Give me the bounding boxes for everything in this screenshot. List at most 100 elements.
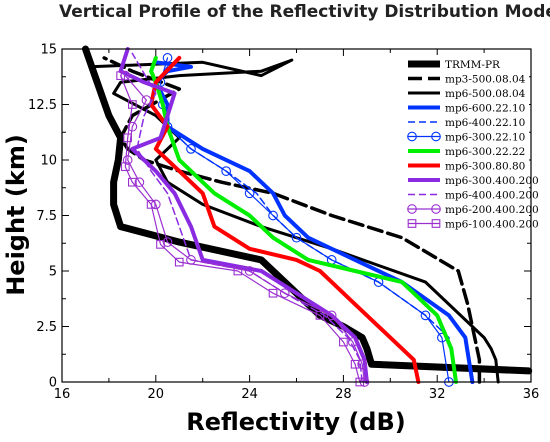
data-point <box>233 266 243 276</box>
data-point <box>156 240 165 249</box>
data-point <box>162 237 173 247</box>
legend-entry-mp6-300-22-22: mp6-300.22.22 <box>408 146 525 158</box>
series-line-mp6-400-400-200 <box>131 52 363 383</box>
legend-entry-mp6-500-08-04: mp6-500.08.04 <box>408 88 526 100</box>
legend-entry-mp6-300-80-80: mp6-300.80.80 <box>408 160 525 172</box>
series-mp6-400-22-10 <box>155 66 457 383</box>
data-point <box>315 311 325 320</box>
x-tick-label: 28 <box>335 387 352 402</box>
legend-marker <box>431 204 441 214</box>
series-trmm-pr <box>82 45 533 375</box>
legend-entry-mp6-300-22-10: mp6-300.22.10 <box>407 131 525 143</box>
series-mp6-100-400-200 <box>116 71 365 387</box>
data-point <box>347 337 358 347</box>
series-mp6-300-80-80 <box>149 55 421 384</box>
data-point <box>350 359 360 369</box>
data-point <box>162 53 173 63</box>
y-tick-label: 15 <box>40 43 57 58</box>
legend-box <box>405 55 529 237</box>
legend-entry-mp6-400-400-200: mp6-400.400.200 <box>408 189 539 201</box>
series-line-mp6-300-400-200 <box>118 47 369 384</box>
legend-label: mp6-600.22.10 <box>445 102 525 114</box>
x-tick-label: 20 <box>148 387 165 402</box>
legend-label: mp6-300.80.80 <box>445 160 525 172</box>
series-layer <box>82 45 533 387</box>
data-point <box>134 177 145 188</box>
legend: TRMM-PR mp3-500.08.04 mp6-500.08.04 mp6-600… <box>405 55 539 237</box>
data-point <box>120 162 130 172</box>
legend-entry-mp6-300-400-200: mp6-300.400.200 <box>408 175 539 187</box>
legend-entry-mp6-100-400-200: mp6-100.400.200 <box>407 218 539 230</box>
y-tick-label: 2.5 <box>36 320 57 335</box>
data-point <box>146 200 156 209</box>
data-point <box>174 257 184 267</box>
legend-label: mp6-300.22.22 <box>445 146 525 158</box>
tick-layer: 16 20 24 28 32 36 0 2.5 5 7.5 10 12.5 15 <box>28 43 539 403</box>
x-tick-label: 32 <box>429 387 446 402</box>
legend-entry-mp6-200-400-200: mp6-200.400.200 <box>407 204 539 216</box>
legend-marker <box>407 204 417 214</box>
chart-title: Vertical Profile of the Reflectivity Dis… <box>59 2 550 22</box>
series-line-mp3-500-08-04 <box>102 56 482 384</box>
legend-marker <box>407 131 417 142</box>
legend-entry-mp6-600-22-10: mp6-600.22.10 <box>408 102 525 114</box>
series-mp6-200-400-200 <box>120 70 370 387</box>
legend-entry-mp6-400-22-10: mp6-400.22.10 <box>408 117 525 129</box>
legend-marker <box>407 219 417 228</box>
legend-entry-trmm-pr: TRMM-PR <box>408 59 501 71</box>
x-axis-title: Reflectivity (dB) <box>186 408 406 436</box>
series-mp6-300-22-22 <box>149 55 458 384</box>
data-point <box>123 133 133 143</box>
series-mp3-500-08-04 <box>102 56 482 384</box>
data-point <box>420 310 431 321</box>
legend-label: mp3-500.08.04 <box>445 73 526 85</box>
data-point <box>128 177 137 187</box>
series-mp6-300-400-200 <box>118 47 369 384</box>
series-line-mp6-100-400-200 <box>119 74 361 383</box>
y-axis-title: Height (km) <box>2 134 30 296</box>
legend-label: mp6-500.08.04 <box>445 88 526 100</box>
x-tick-label: 24 <box>241 387 258 402</box>
legend-label: mp6-300.400.200 <box>445 175 539 187</box>
data-point <box>279 288 290 299</box>
data-point <box>326 310 337 321</box>
data-point <box>268 288 278 298</box>
y-tick-label: 7.5 <box>36 209 57 224</box>
legend-label: mp6-200.400.200 <box>445 204 539 216</box>
data-point <box>268 210 278 221</box>
y-tick-label: 0 <box>49 376 57 391</box>
series-mp6-400-400-200 <box>131 52 363 383</box>
data-point <box>128 100 137 109</box>
series-line-mp6-400-22-10 <box>155 66 457 383</box>
series-mp6-500-08-04 <box>88 58 500 384</box>
data-point <box>339 337 348 347</box>
legend-entry-mp3-500-08-04: mp3-500.08.04 <box>408 73 526 85</box>
y-tick-label: 12.5 <box>28 98 57 113</box>
data-point <box>221 166 231 176</box>
legend-marker <box>431 131 441 142</box>
series-line-mp6-300-22-22 <box>149 55 458 384</box>
legend-label: mp6-400.400.200 <box>445 189 539 201</box>
x-tick-label: 36 <box>523 387 540 402</box>
data-point <box>127 121 138 132</box>
legend-label: mp6-300.22.10 <box>445 131 525 143</box>
data-point <box>122 155 133 165</box>
series-line-trmm-pr <box>82 45 533 375</box>
legend-label: TRMM-PR <box>445 59 501 71</box>
y-tick-label: 5 <box>49 265 57 280</box>
data-point <box>116 71 125 80</box>
data-point <box>244 266 255 276</box>
data-point <box>186 144 196 154</box>
legend-label: mp6-400.22.10 <box>445 117 525 129</box>
legend-label: mp6-100.400.200 <box>445 218 539 230</box>
series-line-mp6-500-08-04 <box>88 58 500 384</box>
data-point <box>357 359 368 370</box>
y-tick-label: 10 <box>40 154 57 169</box>
legend-marker <box>431 219 441 228</box>
series-line-mp6-200-400-200 <box>124 74 366 383</box>
data-point <box>141 95 152 105</box>
series-line-mp6-300-80-80 <box>149 55 421 384</box>
data-point <box>291 232 302 243</box>
x-tick-label: 16 <box>54 387 71 402</box>
